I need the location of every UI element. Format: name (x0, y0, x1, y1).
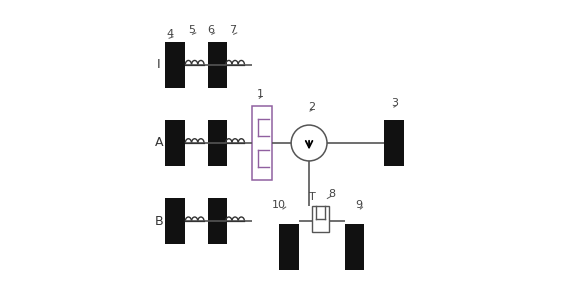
Bar (384, 120, 404, 166)
Text: A: A (155, 136, 163, 150)
Bar (165, 198, 185, 244)
Bar (279, 224, 298, 270)
Bar (208, 120, 227, 166)
Text: 2: 2 (308, 102, 315, 112)
Bar (208, 42, 227, 88)
Text: 5: 5 (188, 25, 195, 35)
Text: 4: 4 (166, 29, 174, 39)
Text: T: T (309, 192, 316, 202)
Bar (165, 42, 185, 88)
Bar (165, 120, 185, 166)
Bar (345, 224, 364, 270)
Text: 10: 10 (272, 200, 286, 210)
Text: 8: 8 (328, 189, 335, 199)
Text: 7: 7 (230, 25, 237, 35)
Text: 9: 9 (355, 200, 363, 210)
Text: 3: 3 (391, 98, 398, 108)
Bar (208, 198, 227, 244)
Text: 1: 1 (256, 89, 263, 99)
Text: 6: 6 (207, 25, 214, 35)
Text: B: B (155, 215, 163, 228)
Bar (252, 106, 272, 180)
Text: I: I (157, 58, 161, 71)
Bar (312, 206, 329, 232)
